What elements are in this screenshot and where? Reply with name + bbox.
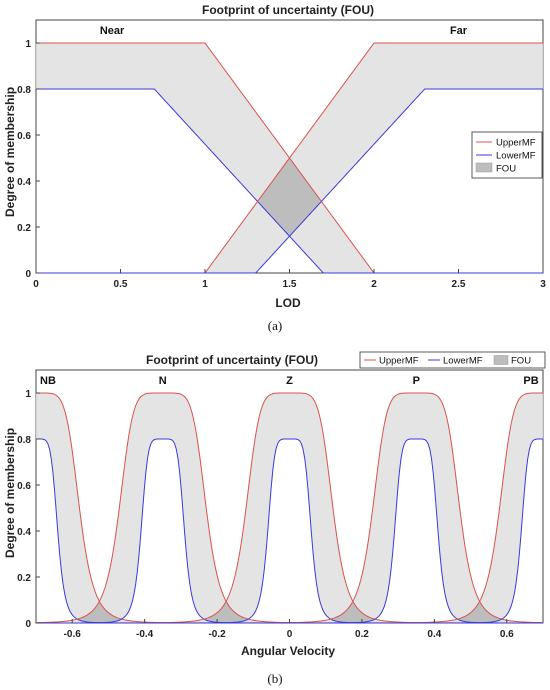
chart-a-plot-area: Near Far 0 0.5 1 1.5 2 2.5 3 0 0.2 0.4 0.6 0.8 1 <box>17 19 546 290</box>
chart-b-ylabel: Degree of membership <box>3 428 17 558</box>
chart-b-ytick-label: 0.8 <box>17 435 31 446</box>
chart-b-mf-label-p: P <box>413 375 420 387</box>
chart-b-ytick-label: 1 <box>25 389 31 400</box>
chart-b-xtick-label: 0.6 <box>500 629 514 640</box>
chart-a-legend-label-fou: FOU <box>496 164 516 175</box>
chart-b-plot-area: NB N Z P PB -0.6 -0.4 -0.2 0 0.2 0.4 0.6 0 0.2 0.4 0.6 0… <box>17 369 544 640</box>
chart-a-xtick-label: 1 <box>202 279 208 290</box>
chart-a-legend: UpperMF LowerMF FOU <box>471 131 543 179</box>
chart-b-mf-label-pb: PB <box>523 375 538 387</box>
chart-b-xlabel: Angular Velocity <box>241 644 335 658</box>
chart-a-ytick-label: 0.2 <box>17 223 31 234</box>
caption-a: (a) <box>268 318 282 333</box>
chart-a-ytick-label: 1 <box>25 39 31 50</box>
chart-a: Footprint of uncertainty (FOU) Degree of… <box>3 3 546 333</box>
chart-b-ytick-label: 0 <box>25 619 31 630</box>
chart-b-title: Footprint of uncertainty (FOU) <box>146 353 318 367</box>
chart-a-mf-label-far: Far <box>450 25 468 37</box>
chart-a-ytick-label: 0.8 <box>17 85 31 96</box>
chart-b-legend-label-uppermf: UpperMF <box>379 356 419 367</box>
chart-a-legend-label-uppermf: UpperMF <box>496 138 536 149</box>
chart-a-xtick-label: 0.5 <box>114 279 128 290</box>
chart-b-xtick-label: 0.2 <box>355 629 369 640</box>
chart-b-mf-label-z: Z <box>286 375 293 387</box>
chart-a-xtick-label: 1.5 <box>283 279 297 290</box>
chart-b-legend-label-lowermf: LowerMF <box>443 356 483 367</box>
chart-b-fou-overlap-1 <box>78 602 121 623</box>
chart-b-legend-swatch-fou <box>493 355 509 365</box>
chart-b-xtick-label: -0.4 <box>136 629 154 640</box>
chart-a-ytick-label: 0.4 <box>17 177 31 188</box>
chart-a-xtick-label: 0 <box>33 279 39 290</box>
chart-a-fou-overlap-1 <box>259 158 320 237</box>
chart-b-ytick-label: 0.2 <box>17 573 31 584</box>
chart-b-xtick-label: 0.4 <box>427 629 441 640</box>
chart-b-fou-overlap-4 <box>458 602 501 623</box>
chart-a-ytick-label: 0.6 <box>17 131 31 142</box>
chart-a-ylabel: Degree of membership <box>3 87 17 217</box>
chart-b-mf-label-nb: NB <box>40 375 56 387</box>
chart-a-title: Footprint of uncertainty (FOU) <box>202 3 374 17</box>
chart-b: Footprint of uncertainty (FOU) Degree of… <box>3 351 546 686</box>
chart-b-xtick-label: -0.6 <box>64 629 82 640</box>
chart-b-xtick-label: -0.2 <box>208 629 226 640</box>
chart-a-xtick-label: 2.5 <box>452 279 466 290</box>
chart-a-legend-swatch-fou <box>475 162 493 173</box>
caption-b: (b) <box>267 671 282 686</box>
chart-b-ytick-label: 0.4 <box>17 527 31 538</box>
chart-a-xtick-label: 3 <box>540 279 546 290</box>
chart-b-xtick-label: 0 <box>287 629 293 640</box>
chart-b-ytick-label: 0.6 <box>17 481 31 492</box>
chart-b-mf-label-n: N <box>159 375 167 387</box>
chart-a-xtick-label: 2 <box>371 279 377 290</box>
chart-b-legend-label-fou: FOU <box>511 356 531 367</box>
chart-b-fou-overlap-2 <box>205 602 248 623</box>
chart-b-legend: UpperMF LowerMF FOU <box>359 351 546 369</box>
chart-a-legend-label-lowermf: LowerMF <box>496 151 536 162</box>
chart-a-xlabel: LOD <box>275 296 301 310</box>
chart-a-ytick-label: 0 <box>25 269 31 280</box>
chart-b-fou-overlap-3 <box>331 602 374 623</box>
chart-a-mf-label-near: Near <box>100 25 125 37</box>
